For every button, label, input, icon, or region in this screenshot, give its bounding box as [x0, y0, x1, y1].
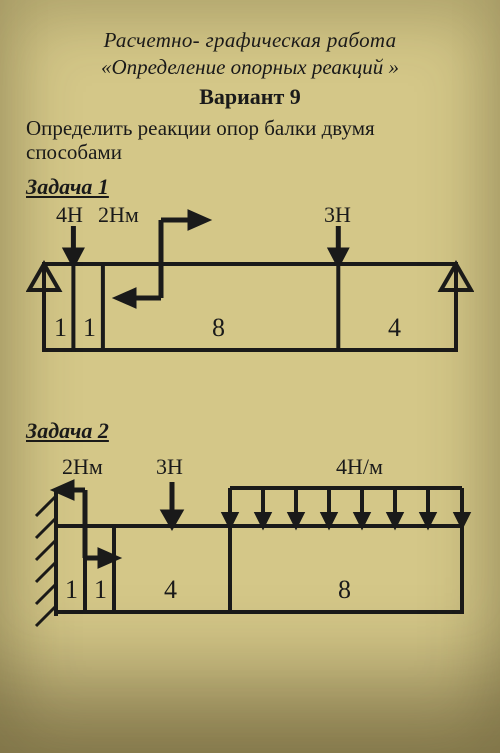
d1-label-m: 2Нм	[98, 202, 139, 227]
prompt: Определить реакции опор балки двумя спос…	[26, 116, 474, 164]
task2-diagram: 2Нм 3Н 4Н/м 1 1 4 8	[26, 446, 474, 636]
task1-label: Задача 1	[26, 174, 474, 200]
d1-dim-3: 4	[388, 313, 401, 342]
d1-dim-0: 1	[54, 313, 67, 342]
page: Расчетно- графическая работа «Определени…	[0, 0, 500, 666]
d1-dim-1: 1	[83, 313, 96, 342]
d2-label-f: 3Н	[156, 454, 183, 479]
title-line-1: Расчетно- графическая работа	[26, 28, 474, 53]
d2-dim-1: 1	[94, 575, 107, 604]
task2-label: Задача 2	[26, 418, 474, 444]
variant: Вариант 9	[26, 84, 474, 110]
title-line-2: «Определение опорных реакций »	[26, 55, 474, 80]
d1-dim-2: 8	[212, 313, 225, 342]
d2-dim-3: 8	[338, 575, 351, 604]
d2-dim-0: 1	[65, 575, 78, 604]
d2-label-m: 2Нм	[62, 454, 103, 479]
d1-label-f2: 3Н	[324, 202, 351, 227]
d1-label-f1: 4Н	[56, 202, 83, 227]
task1-diagram: 4Н 2Нм 3Н 1 1 8 4	[26, 202, 474, 372]
d2-label-q: 4Н/м	[336, 454, 383, 479]
d2-dim-2: 4	[164, 575, 177, 604]
